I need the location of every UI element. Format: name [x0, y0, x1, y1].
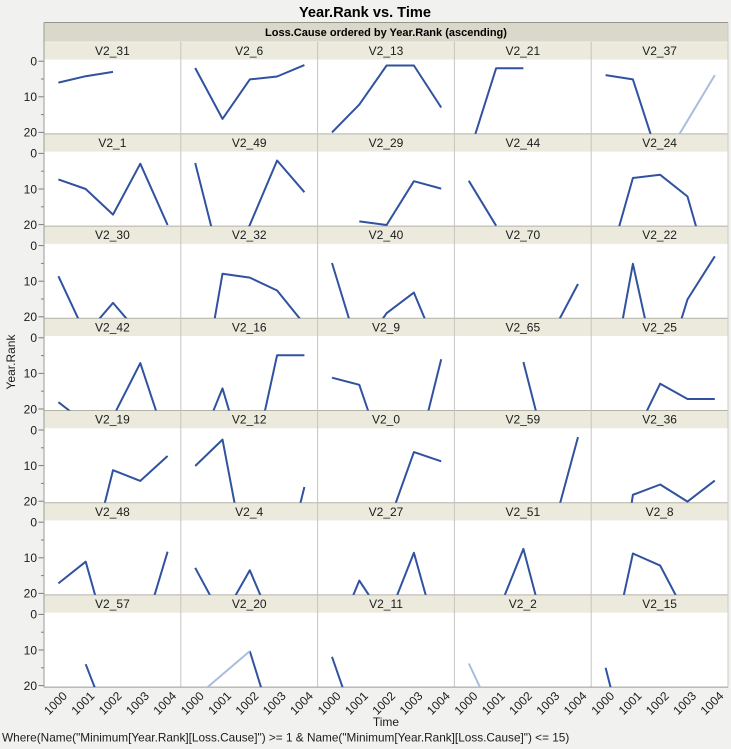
svg-text:20: 20 [24, 402, 38, 416]
svg-text:20: 20 [24, 495, 38, 509]
svg-text:10: 10 [24, 275, 38, 289]
svg-text:V2_13: V2_13 [369, 44, 404, 58]
svg-text:0: 0 [30, 331, 37, 345]
svg-text:V2_31: V2_31 [95, 44, 130, 58]
svg-text:V2_37: V2_37 [642, 44, 677, 58]
svg-text:V2_48: V2_48 [95, 505, 130, 519]
svg-text:V2_24: V2_24 [642, 136, 677, 150]
svg-text:V2_16: V2_16 [232, 320, 267, 334]
svg-text:20: 20 [24, 310, 38, 324]
svg-text:10: 10 [24, 643, 38, 657]
svg-text:V2_30: V2_30 [95, 228, 130, 242]
svg-text:V2_11: V2_11 [369, 597, 403, 611]
svg-text:20: 20 [24, 218, 38, 232]
svg-text:10: 10 [24, 459, 38, 473]
svg-text:20: 20 [24, 126, 38, 140]
svg-text:V2_51: V2_51 [505, 505, 540, 519]
svg-text:V2_4: V2_4 [235, 505, 263, 519]
svg-text:V2_70: V2_70 [505, 228, 540, 242]
svg-text:0: 0 [30, 608, 37, 622]
svg-text:V2_25: V2_25 [642, 320, 677, 334]
svg-text:20: 20 [24, 587, 38, 601]
svg-text:V2_20: V2_20 [232, 597, 267, 611]
svg-text:V2_8: V2_8 [646, 505, 674, 519]
svg-text:V2_0: V2_0 [372, 413, 400, 427]
svg-text:V2_9: V2_9 [372, 320, 400, 334]
svg-text:V2_22: V2_22 [642, 228, 677, 242]
svg-text:0: 0 [30, 423, 37, 437]
svg-text:V2_32: V2_32 [232, 228, 267, 242]
svg-text:V2_21: V2_21 [505, 44, 540, 58]
svg-text:V2_57: V2_57 [95, 597, 130, 611]
svg-text:V2_49: V2_49 [232, 136, 267, 150]
svg-text:V2_59: V2_59 [505, 413, 540, 427]
svg-text:0: 0 [30, 55, 37, 69]
svg-text:V2_15: V2_15 [642, 597, 677, 611]
svg-text:10: 10 [24, 367, 38, 381]
svg-text:V2_40: V2_40 [369, 228, 404, 242]
svg-text:Time: Time [373, 715, 400, 729]
svg-text:V2_2: V2_2 [509, 597, 537, 611]
svg-text:V2_27: V2_27 [369, 505, 404, 519]
svg-text:V2_1: V2_1 [98, 136, 126, 150]
svg-text:V2_6: V2_6 [235, 44, 263, 58]
svg-text:20: 20 [24, 679, 38, 693]
svg-text:10: 10 [24, 90, 38, 104]
svg-text:V2_36: V2_36 [642, 413, 677, 427]
svg-text:V2_42: V2_42 [95, 320, 130, 334]
svg-text:V2_65: V2_65 [505, 320, 540, 334]
svg-text:Year.Rank vs. Time: Year.Rank vs. Time [299, 5, 431, 21]
svg-text:Year.Rank: Year.Rank [4, 334, 18, 390]
svg-text:0: 0 [30, 147, 37, 161]
svg-text:V2_29: V2_29 [369, 136, 404, 150]
svg-text:V2_19: V2_19 [95, 413, 130, 427]
svg-text:Loss.Cause ordered by Year.Ran: Loss.Cause ordered by Year.Rank (ascendi… [265, 27, 507, 39]
svg-text:10: 10 [24, 551, 38, 565]
svg-text:V2_44: V2_44 [505, 136, 540, 150]
svg-text:0: 0 [30, 516, 37, 530]
svg-text:0: 0 [30, 239, 37, 253]
svg-text:Where(Name("Minimum[Year.Rank]: Where(Name("Minimum[Year.Rank][Loss.Caus… [2, 731, 569, 745]
svg-text:V2_12: V2_12 [232, 413, 267, 427]
svg-text:10: 10 [24, 182, 38, 196]
